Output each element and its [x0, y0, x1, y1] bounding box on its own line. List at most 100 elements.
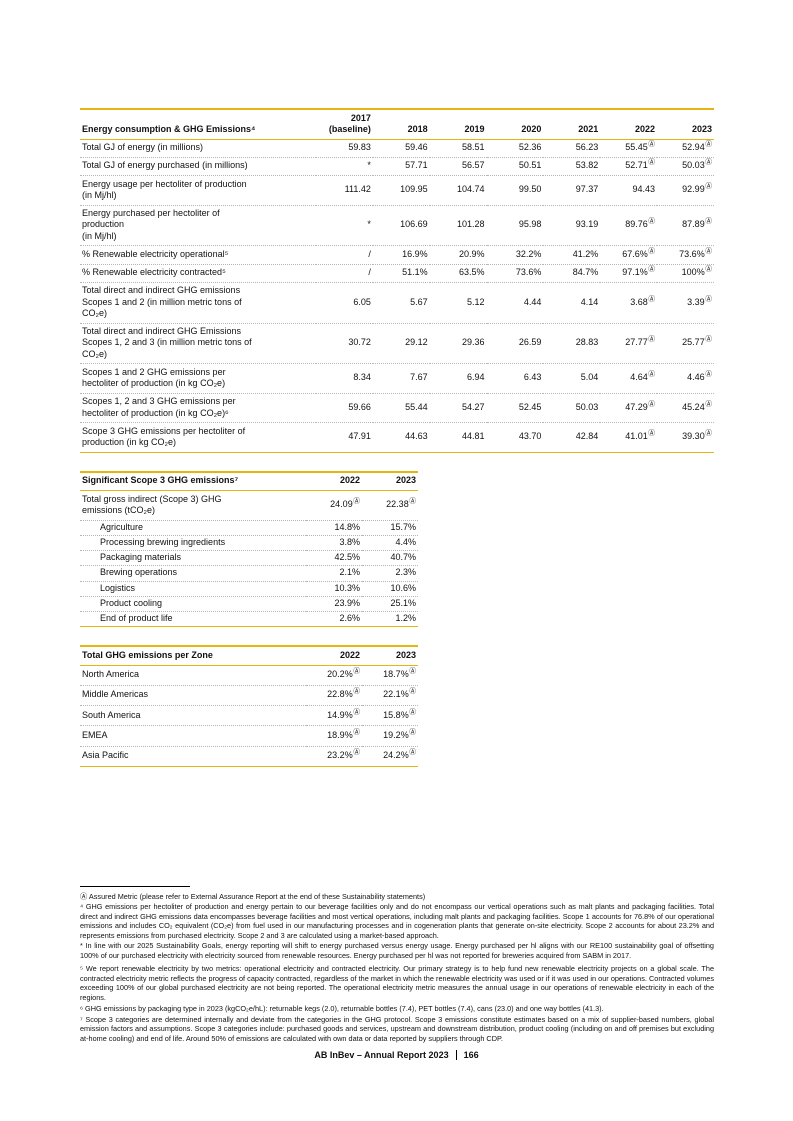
cell-value: 29.36: [462, 337, 485, 348]
footnote-7: ⁷ Scope 3 categories are determined inte…: [80, 1014, 714, 1043]
cell-value: 14.8%: [334, 521, 360, 532]
cell-value: 56.57: [462, 160, 485, 171]
energy-ghg-emissions-table: Energy consumption & GHG Emissions⁴ 2017 …: [80, 108, 714, 453]
column-header: 2018: [407, 123, 428, 134]
cell-value: *: [367, 219, 371, 230]
footnotes-section: Ⓐ Assured Metric (please refer to Extern…: [80, 886, 714, 1044]
cell-value: 41.01Ⓐ: [625, 430, 656, 442]
cell-value: 63.5%: [459, 267, 485, 277]
row-label: Asia Pacific: [82, 750, 129, 760]
cell-value: 97.37: [575, 184, 599, 195]
cell-value: 52.45: [518, 401, 542, 412]
cell-value: 27.77Ⓐ: [625, 336, 656, 348]
cell-value: 58.51: [462, 142, 485, 152]
cell-value: 54.27: [462, 401, 485, 412]
row-label: EMEA: [82, 729, 108, 740]
footnote-6: ⁶ GHG emissions by packaging type in 202…: [80, 1004, 604, 1014]
cell-value: 1.2%: [395, 613, 416, 623]
cell-value: 100%Ⓐ: [681, 266, 712, 277]
column-header: 2021: [578, 123, 599, 134]
cell-value: 89.76Ⓐ: [625, 218, 656, 230]
cell-value: 111.42: [344, 184, 371, 195]
table-title: Significant Scope 3 GHG emissions⁷: [82, 475, 239, 486]
cell-value: 97.1%Ⓐ: [622, 266, 656, 277]
cell-value: 59.66: [348, 401, 371, 412]
table-row: South America 14.9%Ⓐ 15.8%Ⓐ: [80, 705, 418, 726]
assured-metric-mark: Ⓐ: [648, 430, 656, 438]
assured-metric-mark: Ⓐ: [705, 183, 712, 191]
table-header-row: Total GHG emissions per Zone 2022 2023: [80, 646, 418, 665]
cell-value: 25.77Ⓐ: [682, 336, 712, 348]
cell-value: 59.83: [348, 142, 371, 152]
table-row: Logistics 10.3% 10.6%: [80, 581, 418, 596]
page-footer: AB InBev – Annual Report 2023 166: [0, 1050, 793, 1060]
row-label: Brewing operations: [100, 567, 178, 578]
table-row: Energy purchased per hectoliter of produ…: [80, 205, 714, 246]
row-label: Total direct and indirect GHG emissions …: [82, 285, 242, 318]
assured-metric-mark: Ⓐ: [648, 336, 656, 344]
assured-metric-mark: Ⓐ: [705, 430, 712, 438]
cell-value: /: [368, 267, 371, 277]
row-label: Energy usage per hectoliter of productio…: [82, 178, 247, 200]
row-label: Total GJ of energy purchased (in million…: [82, 160, 248, 171]
row-label: Agriculture: [100, 521, 144, 532]
table-header-row: Energy consumption & GHG Emissions⁴ 2017 …: [80, 109, 714, 139]
cell-value: 4.44: [523, 296, 542, 307]
cell-value: 53.82: [575, 160, 599, 171]
row-label: North America: [82, 669, 140, 679]
cell-value: 47.91: [348, 431, 371, 442]
cell-value: 47.29Ⓐ: [625, 400, 656, 412]
cell-value: 15.8%Ⓐ: [383, 708, 416, 720]
assured-metric-mark: Ⓐ: [705, 336, 712, 344]
row-label: Energy purchased per hectoliter of produ…: [82, 208, 220, 241]
cell-value: 55.44: [405, 401, 428, 412]
cell-value: 4.64Ⓐ: [630, 371, 656, 383]
cell-value: 92.99Ⓐ: [682, 183, 712, 195]
cell-value: 52.71Ⓐ: [625, 159, 656, 171]
table-row: Energy usage per hectoliter of productio…: [80, 175, 714, 206]
assured-metric-mark: Ⓐ: [705, 218, 712, 226]
footer-separator: [455, 1050, 457, 1060]
column-header: 2022: [635, 123, 656, 134]
column-header: 2023: [395, 475, 416, 486]
row-label: Total gross indirect (Scope 3) GHG emiss…: [82, 493, 222, 515]
column-header: 2023: [395, 649, 416, 660]
assured-metric-mark: Ⓐ: [353, 749, 360, 756]
row-label: Product cooling: [100, 597, 163, 608]
cell-value: 5.04: [580, 372, 599, 383]
assured-metric-mark: Ⓐ: [409, 668, 416, 675]
assured-metric-mark: Ⓐ: [353, 708, 360, 716]
cell-value: 15.7%: [390, 521, 416, 532]
cell-value: 73.6%: [515, 267, 542, 277]
assured-metric-mark: Ⓐ: [409, 728, 416, 736]
cell-value: 50.03: [575, 401, 599, 412]
assured-metric-mark: Ⓐ: [353, 498, 360, 506]
footer-page-number: 166: [463, 1050, 479, 1060]
assured-metric-mark: Ⓐ: [648, 218, 656, 226]
table-row: Total direct and indirect GHG Emissions …: [80, 323, 714, 364]
cell-value: 25.1%: [390, 597, 416, 608]
cell-value: 32.2%: [515, 248, 542, 259]
cell-value: 109.95: [400, 184, 428, 195]
cell-value: 41.2%: [572, 248, 599, 259]
assured-metric-mark: Ⓐ: [409, 688, 416, 696]
cell-value: 44.63: [405, 431, 428, 442]
table-row: Brewing operations 2.1% 2.3%: [80, 565, 418, 581]
table-row: EMEA 18.9%Ⓐ 19.2%Ⓐ: [80, 725, 418, 746]
footnote-divider: [80, 886, 190, 887]
cell-value: 30.72: [348, 337, 371, 348]
assured-metric-mark: Ⓐ: [705, 266, 712, 273]
cell-value: 57.71: [405, 160, 428, 171]
cell-value: 2.1%: [339, 567, 360, 578]
assured-metric-mark: Ⓐ: [705, 159, 712, 167]
table-row: End of product life 2.6% 1.2%: [80, 611, 418, 627]
row-label: Processing brewing ingredients: [100, 536, 226, 547]
cell-value: 59.46: [405, 142, 428, 152]
assured-metric-mark: Ⓐ: [409, 749, 416, 756]
cell-value: *: [367, 160, 371, 171]
cell-value: 5.67: [410, 296, 428, 307]
cell-value: 4.4%: [395, 536, 416, 547]
cell-value: 23.2%Ⓐ: [327, 749, 360, 760]
cell-value: 28.83: [575, 337, 599, 348]
cell-value: 6.05: [353, 296, 371, 307]
